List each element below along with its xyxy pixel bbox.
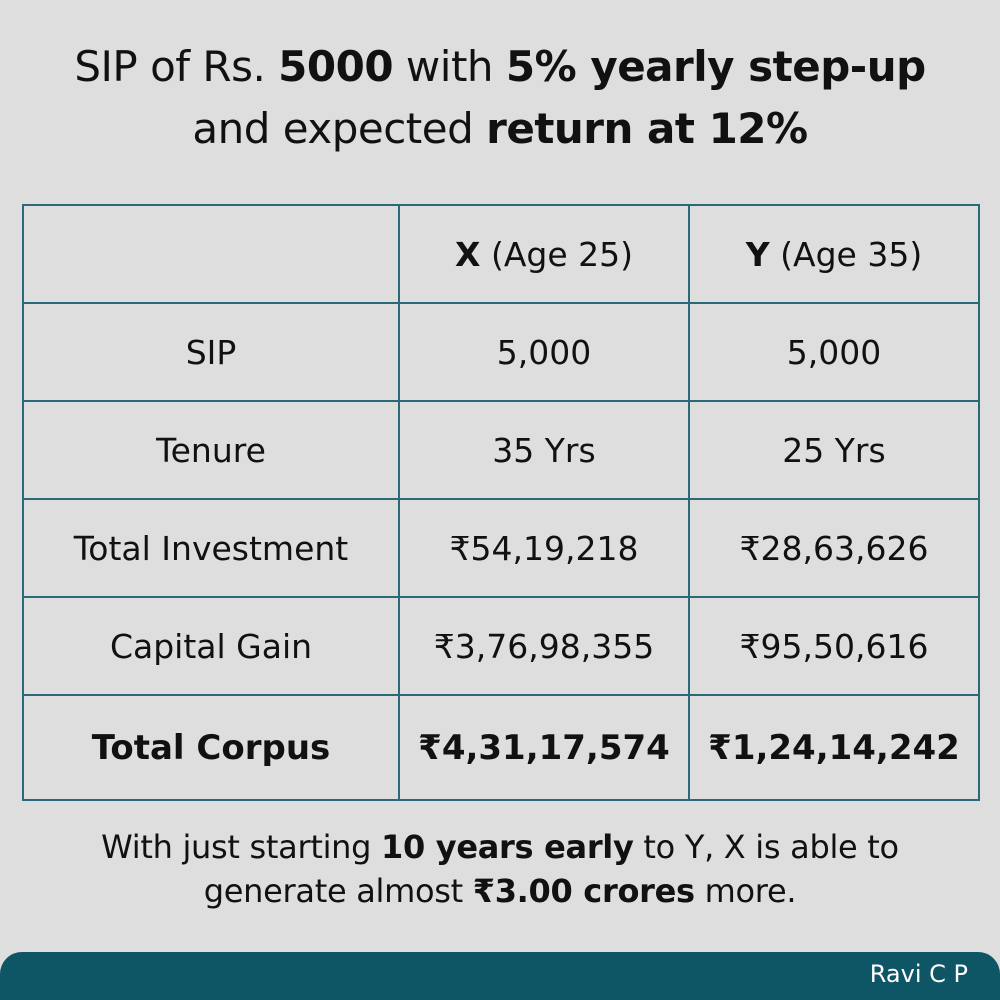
row-value-x: ₹54,19,218: [398, 498, 690, 598]
table-row: Total Investment ₹54,19,218 ₹28,63,626: [22, 498, 980, 598]
table-corner-cell: [22, 204, 400, 304]
title-line-2: and expected return at 12%: [0, 98, 1000, 160]
footer-bar: Ravi C P: [0, 952, 1000, 1000]
title-text: SIP of Rs.: [74, 42, 279, 91]
note-text: more.: [694, 872, 797, 910]
total-label: Total Corpus: [22, 694, 400, 801]
note-line-1: With just starting 10 years early to Y, …: [0, 825, 1000, 869]
header-y-age: (Age 35): [769, 234, 923, 274]
row-label: SIP: [22, 302, 400, 402]
header-x: X (Age 25): [398, 204, 690, 304]
row-value-y: 25 Yrs: [688, 400, 980, 500]
title-text: and expected: [192, 104, 487, 153]
note-highlight: 10 years early: [381, 828, 634, 866]
note-text: generate almost: [203, 872, 473, 910]
table-header-row: X (Age 25) Y (Age 35): [22, 204, 980, 304]
header-x-age: (Age 25): [480, 234, 633, 274]
table-row: Tenure 35 Yrs 25 Yrs: [22, 400, 980, 500]
row-value-x: ₹3,76,98,355: [398, 596, 690, 696]
header-y: Y (Age 35): [688, 204, 980, 304]
note-line-2: generate almost ₹3.00 crores more.: [0, 869, 1000, 913]
title-amount: 5000: [278, 42, 394, 91]
note-highlight: ₹3.00 crores: [472, 872, 695, 910]
summary-note: With just starting 10 years early to Y, …: [0, 825, 1000, 913]
total-row: Total Corpus ₹4,31,17,574 ₹1,24,14,242: [22, 694, 980, 801]
total-value-x: ₹4,31,17,574: [398, 694, 690, 801]
title-line-1: SIP of Rs. 5000 with 5% yearly step-up: [0, 36, 1000, 98]
row-value-y: 5,000: [688, 302, 980, 402]
comparison-table: X (Age 25) Y (Age 35) SIP 5,000 5,000 Te…: [22, 204, 980, 801]
title-return: return at 12%: [486, 104, 808, 153]
row-value-x: 5,000: [398, 302, 690, 402]
row-label: Tenure: [22, 400, 400, 500]
title-stepup: 5% yearly step-up: [505, 42, 926, 91]
table-row: SIP 5,000 5,000: [22, 302, 980, 402]
header-x-name: X: [455, 234, 481, 274]
row-value-y: ₹28,63,626: [688, 498, 980, 598]
row-value-x: 35 Yrs: [398, 400, 690, 500]
header-y-name: Y: [745, 234, 770, 274]
note-text: With just starting: [101, 828, 382, 866]
row-label: Capital Gain: [22, 596, 400, 696]
table-row: Capital Gain ₹3,76,98,355 ₹95,50,616: [22, 596, 980, 696]
row-label: Total Investment: [22, 498, 400, 598]
note-text: to Y, X is able to: [633, 828, 899, 866]
total-value-y: ₹1,24,14,242: [688, 694, 980, 801]
row-value-y: ₹95,50,616: [688, 596, 980, 696]
author-name: Ravi C P: [869, 960, 968, 988]
page-title: SIP of Rs. 5000 with 5% yearly step-up a…: [0, 36, 1000, 160]
title-text: with: [393, 42, 506, 91]
